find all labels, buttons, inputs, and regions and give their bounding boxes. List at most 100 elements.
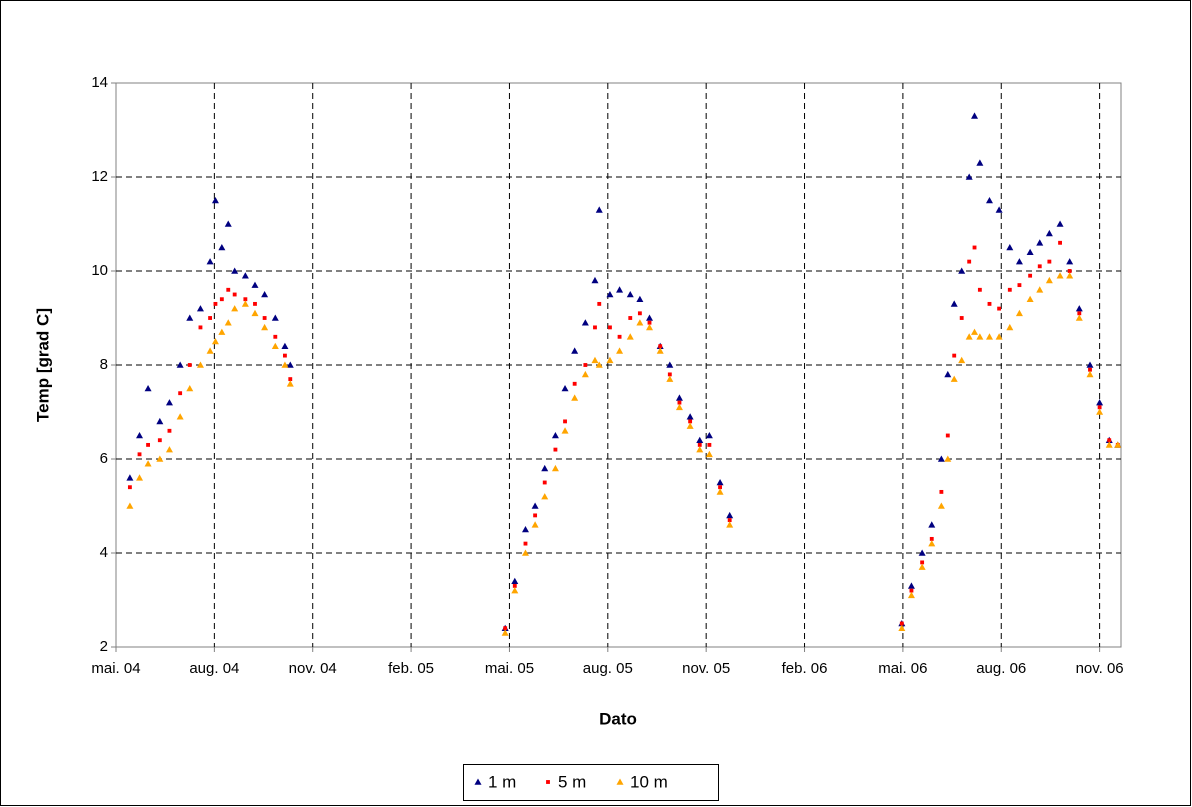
point bbox=[595, 361, 603, 368]
point bbox=[616, 347, 624, 354]
point bbox=[156, 417, 164, 425]
point bbox=[1015, 309, 1023, 317]
point bbox=[286, 380, 294, 387]
point bbox=[977, 287, 982, 292]
point bbox=[144, 460, 152, 467]
point bbox=[907, 582, 915, 589]
point bbox=[965, 333, 973, 340]
x-tick-label: mai. 05 bbox=[485, 660, 534, 677]
point bbox=[616, 286, 624, 293]
point bbox=[705, 432, 713, 439]
point bbox=[1007, 287, 1012, 292]
point bbox=[1097, 405, 1102, 410]
point bbox=[591, 356, 599, 364]
point bbox=[628, 316, 633, 320]
point bbox=[226, 287, 231, 292]
point bbox=[1088, 367, 1092, 372]
point bbox=[146, 442, 150, 447]
point bbox=[271, 314, 279, 321]
point bbox=[261, 291, 269, 298]
point bbox=[626, 291, 634, 298]
point bbox=[995, 333, 1003, 340]
point bbox=[503, 626, 508, 631]
point bbox=[920, 560, 925, 565]
point bbox=[208, 316, 213, 320]
point bbox=[666, 361, 674, 368]
y-tick-label: 12 bbox=[91, 168, 108, 185]
point bbox=[261, 323, 269, 331]
x-tick-label: nov. 04 bbox=[289, 660, 337, 677]
point bbox=[571, 347, 579, 354]
point bbox=[218, 328, 226, 335]
point bbox=[593, 325, 597, 330]
point bbox=[126, 474, 134, 481]
point bbox=[675, 403, 683, 411]
point bbox=[959, 316, 964, 320]
x-axis-title: Dato bbox=[599, 709, 637, 728]
point bbox=[136, 432, 144, 439]
point bbox=[581, 319, 589, 326]
point bbox=[1114, 441, 1122, 448]
point bbox=[899, 621, 904, 626]
point bbox=[985, 197, 993, 204]
y-tick-label: 8 bbox=[100, 356, 108, 373]
x-tick-label: feb. 05 bbox=[388, 660, 434, 677]
point bbox=[929, 536, 934, 541]
point bbox=[251, 309, 259, 317]
point bbox=[928, 521, 936, 528]
point bbox=[591, 276, 599, 284]
point bbox=[241, 272, 249, 279]
y-tick-label: 4 bbox=[100, 544, 108, 561]
legend-items: 1 m 5 m 10 m bbox=[474, 772, 668, 791]
point bbox=[281, 361, 289, 368]
point bbox=[1066, 272, 1074, 279]
point bbox=[686, 413, 694, 420]
point bbox=[521, 549, 529, 556]
point bbox=[1045, 276, 1053, 284]
point bbox=[231, 267, 239, 274]
point bbox=[696, 436, 704, 443]
point bbox=[136, 474, 144, 481]
point bbox=[501, 629, 509, 636]
point bbox=[646, 323, 654, 331]
point bbox=[186, 385, 194, 392]
legend-marker bbox=[474, 778, 482, 785]
point bbox=[606, 356, 614, 364]
point bbox=[176, 413, 184, 420]
point bbox=[196, 361, 204, 368]
x-tick-label: mai. 04 bbox=[91, 660, 140, 677]
point bbox=[928, 540, 936, 547]
point bbox=[231, 305, 239, 312]
point bbox=[656, 347, 664, 354]
point bbox=[636, 295, 644, 302]
point bbox=[187, 363, 192, 367]
point bbox=[976, 159, 984, 166]
point bbox=[1107, 438, 1112, 443]
point bbox=[726, 521, 734, 528]
point bbox=[1006, 244, 1014, 251]
point bbox=[1077, 311, 1082, 316]
point bbox=[288, 377, 293, 382]
point bbox=[196, 305, 204, 312]
point bbox=[137, 452, 142, 457]
point bbox=[213, 301, 218, 306]
point bbox=[286, 361, 294, 368]
point bbox=[511, 587, 519, 594]
point bbox=[918, 549, 926, 556]
point bbox=[1056, 220, 1064, 227]
point bbox=[952, 353, 957, 358]
point bbox=[987, 301, 992, 306]
point bbox=[1086, 361, 1094, 368]
point bbox=[666, 375, 674, 382]
point bbox=[533, 513, 538, 518]
point bbox=[1067, 269, 1072, 273]
legend-marker bbox=[616, 778, 624, 785]
point bbox=[1037, 264, 1042, 269]
point bbox=[211, 338, 219, 345]
point bbox=[967, 259, 972, 264]
point bbox=[675, 394, 683, 401]
point bbox=[206, 258, 214, 265]
point bbox=[718, 485, 722, 490]
point bbox=[561, 385, 569, 392]
